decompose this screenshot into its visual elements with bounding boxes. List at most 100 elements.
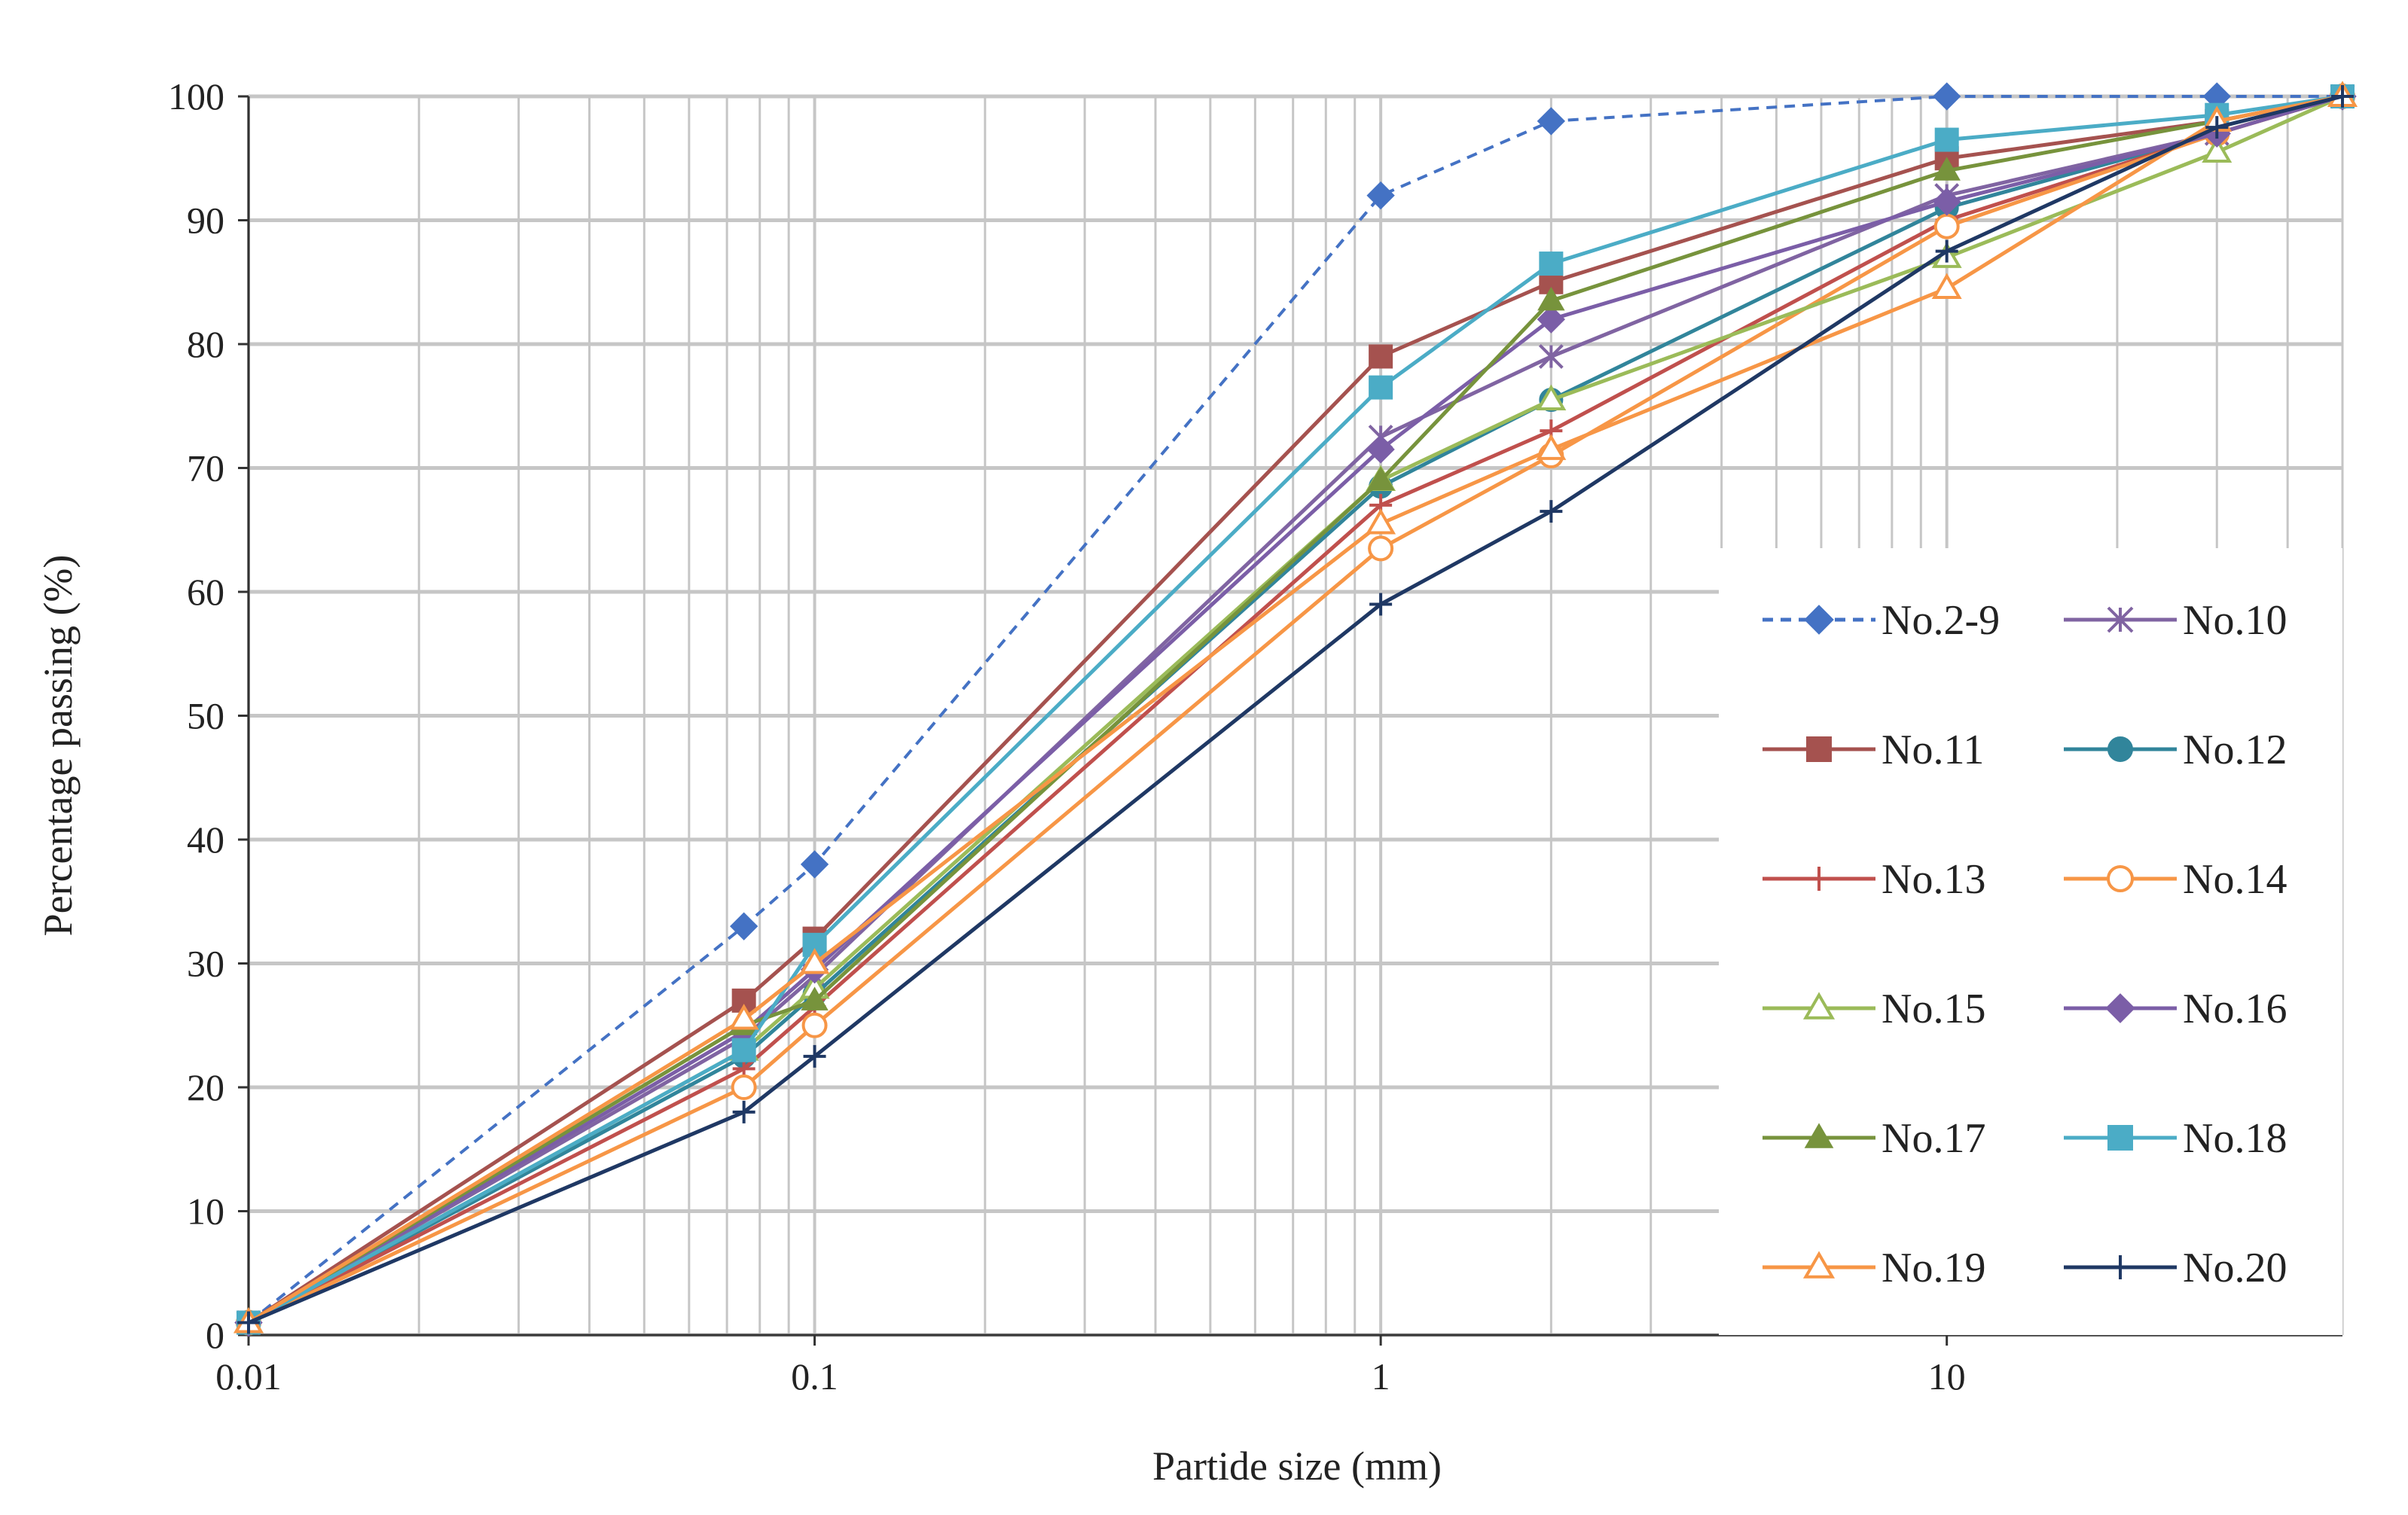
legend-item-no-10: No.10 — [2064, 597, 2287, 644]
data-point-no-17 — [1933, 157, 1961, 181]
legend-label-no-14: No.14 — [2183, 856, 2287, 903]
x-tick-label: 1 — [1372, 1355, 1390, 1398]
data-point-no-18 — [1539, 251, 1564, 276]
data-point-no-18 — [1934, 127, 1959, 152]
data-point-no-18 — [731, 1038, 756, 1062]
legend-item-no-17: No.17 — [1763, 1115, 1985, 1162]
legend-item-no-11: No.11 — [1763, 727, 1984, 773]
legend-label-no-18: No.18 — [2183, 1115, 2287, 1162]
legend-item-no-12: No.12 — [2064, 727, 2287, 773]
legend-marker-no-2-9 — [1804, 605, 1834, 635]
legend-label-no-19: No.19 — [1882, 1245, 1985, 1291]
legend-marker-no-11 — [1806, 736, 1832, 762]
y-tick-label: 0 — [206, 1314, 224, 1356]
legend-item-no-19: No.19 — [1763, 1245, 1985, 1291]
y-tick-label: 20 — [187, 1066, 224, 1108]
x-tick-label: 10 — [1928, 1355, 1966, 1398]
data-point-no-16 — [1933, 187, 1961, 216]
legend-label-no-2-9: No.2-9 — [1882, 597, 2000, 644]
data-point-no-2-9 — [729, 912, 758, 940]
legend-item-no-15: No.15 — [1763, 986, 1985, 1032]
data-point-no-11 — [1369, 344, 1393, 369]
data-point-no-15 — [2202, 136, 2233, 163]
series-line-no-20 — [248, 94, 2343, 1324]
data-point-no-16 — [1366, 435, 1395, 464]
legend-label-no-10: No.10 — [2183, 597, 2287, 644]
data-point-no-19 — [728, 1004, 759, 1030]
data-point-no-17 — [801, 986, 829, 1011]
y-tick-label: 60 — [187, 571, 224, 613]
data-point-no-20 — [1369, 593, 1393, 616]
legend-marker-no-17 — [1804, 1123, 1834, 1148]
legend-marker-no-18 — [2107, 1125, 2133, 1151]
y-tick-label: 40 — [187, 818, 224, 861]
x-tick-label: 0.01 — [215, 1355, 282, 1398]
data-point-no-16 — [1537, 305, 1566, 334]
data-point-no-14 — [731, 1075, 757, 1100]
legend-item-no-16: No.16 — [2064, 986, 2287, 1032]
data-point-no-10 — [1538, 344, 1564, 369]
data-point-no-20 — [1540, 500, 1563, 523]
y-tick-label: 50 — [187, 695, 224, 737]
data-point-no-20 — [732, 1100, 755, 1123]
data-point-no-18 — [1369, 375, 1393, 400]
legend-box — [1719, 548, 2342, 1335]
data-point-no-20 — [237, 1311, 260, 1334]
legend-marker-no-14 — [2107, 865, 2134, 892]
legend-marker-no-12 — [2107, 736, 2133, 762]
legend-marker-no-10 — [2107, 606, 2134, 633]
series-line-no-18 — [247, 94, 2343, 1324]
legend-item-no-2-9: No.2-9 — [1763, 597, 2000, 644]
series-line-no-17 — [247, 94, 2343, 1324]
y-tick-label: 70 — [187, 447, 224, 489]
legend-marker-no-19 — [1802, 1251, 1836, 1279]
y-tick-label: 100 — [168, 75, 224, 117]
y-tick-label: 10 — [187, 1190, 224, 1233]
legend-item-no-20: No.20 — [2064, 1245, 2287, 1291]
legend-label-no-17: No.17 — [1882, 1115, 1985, 1162]
data-point-no-20 — [2205, 116, 2229, 139]
legend-label-no-15: No.15 — [1882, 986, 1985, 1032]
series-no-20 — [237, 85, 2354, 1334]
data-point-no-2-9 — [1933, 82, 1961, 111]
legend-item-no-18: No.18 — [2064, 1115, 2287, 1162]
data-point-no-20 — [803, 1044, 826, 1068]
data-point-no-2-9 — [1537, 107, 1566, 136]
data-point-no-20 — [2331, 85, 2354, 108]
data-point-no-2-9 — [800, 850, 829, 879]
data-point-no-14 — [1368, 535, 1394, 562]
data-point-no-20 — [1935, 239, 1958, 263]
data-point-no-17 — [1537, 286, 1565, 311]
x-tick-label: 0.1 — [791, 1355, 838, 1398]
data-point-no-14 — [1933, 213, 1960, 239]
legend-label-no-20: No.20 — [2183, 1245, 2287, 1291]
legend-label-no-13: No.13 — [1882, 856, 1985, 903]
data-point-no-17 — [1366, 466, 1395, 490]
legend-label-no-16: No.16 — [2183, 986, 2287, 1032]
y-tick-label: 30 — [187, 943, 224, 985]
data-point-no-19 — [1366, 508, 1396, 535]
legend-label-no-11: No.11 — [1882, 727, 1984, 773]
legend-marker-no-20 — [2108, 1255, 2132, 1279]
legend-item-no-14: No.14 — [2064, 856, 2287, 903]
legend-marker-no-13 — [1807, 867, 1831, 891]
y-tick-label: 80 — [187, 323, 224, 365]
data-point-no-19 — [1536, 434, 1567, 460]
data-point-no-19 — [1931, 273, 1962, 299]
legend-item-no-13: No.13 — [1763, 856, 1985, 903]
data-point-no-14 — [801, 1012, 828, 1038]
legend-marker-no-16 — [2105, 993, 2135, 1023]
data-point-no-19 — [799, 948, 830, 974]
data-point-no-15 — [1536, 384, 1567, 411]
x-axis-label: Partide size (mm) — [1152, 1443, 1442, 1489]
legend: No.2-9 No.10 No.11 No.12 No.13 No.14 No.15 No.1… — [1719, 548, 2342, 1335]
data-point-no-2-9 — [1366, 181, 1395, 210]
y-tick-label: 90 — [187, 200, 224, 242]
series-line-no-2-9 — [247, 95, 2342, 1324]
legend-label-no-12: No.12 — [2183, 727, 2287, 773]
legend-marker-no-15 — [1802, 992, 1836, 1020]
series-lines — [233, 81, 2358, 1337]
y-axis-label: Percentage passing (%) — [35, 555, 81, 937]
